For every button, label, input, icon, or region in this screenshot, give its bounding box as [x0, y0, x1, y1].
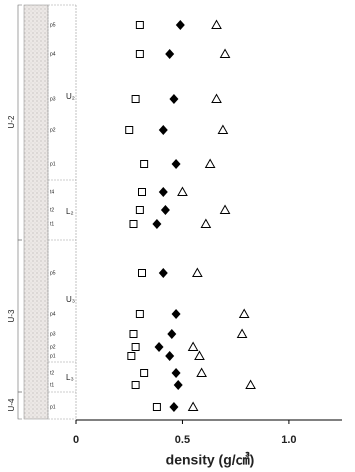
- diamond-point: [152, 219, 162, 229]
- triangle-point: [194, 350, 205, 360]
- triangle-point: [238, 308, 250, 318]
- row-label: p1: [50, 353, 56, 359]
- triangle-point: [245, 379, 256, 389]
- square-point: [135, 50, 144, 58]
- diamond-point: [167, 329, 177, 339]
- diamond-point: [171, 368, 181, 378]
- square-point: [138, 188, 146, 196]
- triangle-point: [219, 204, 231, 214]
- row-label: p1: [50, 404, 56, 410]
- diamond-point: [173, 380, 183, 390]
- subunit-label: L₂: [66, 207, 74, 216]
- group-label: U-3: [7, 309, 16, 322]
- group-brackets: [17, 4, 22, 420]
- diamond-point: [158, 268, 168, 278]
- triangle-point: [200, 218, 212, 228]
- diamond-point: [171, 309, 181, 319]
- square-point: [138, 269, 146, 277]
- row-label: t4: [50, 189, 54, 195]
- diamond-point: [169, 94, 179, 104]
- row-label: p4: [50, 311, 56, 317]
- diamond-point: [154, 342, 164, 352]
- diamond-point: [169, 402, 179, 412]
- row-label: p2: [50, 344, 56, 350]
- diamond-point: [158, 125, 168, 135]
- x-tick-label: 0.5: [175, 434, 190, 446]
- square-point: [140, 369, 149, 377]
- diamond-point: [171, 159, 181, 169]
- diamond-point: [165, 351, 175, 361]
- square-point: [131, 343, 140, 351]
- diamond-point: [160, 205, 170, 215]
- square-point: [135, 21, 144, 29]
- row-label: p5: [50, 22, 56, 28]
- triangle-point: [204, 158, 216, 168]
- square-point: [129, 220, 138, 228]
- triangle-point: [211, 19, 222, 29]
- square-point: [152, 403, 161, 411]
- triangle-point: [192, 267, 203, 277]
- diamond-point: [165, 49, 175, 59]
- triangle-point: [187, 401, 199, 411]
- core-strip: [23, 4, 49, 420]
- row-label: p1: [50, 161, 56, 167]
- triangle-point: [196, 367, 207, 377]
- subunit-label: U₃: [66, 295, 75, 304]
- diamond-point: [158, 187, 168, 197]
- square-point: [127, 352, 136, 360]
- row-label: p3: [50, 331, 56, 337]
- group-label: U-4: [7, 398, 16, 411]
- row-label: t2: [50, 207, 54, 213]
- row-label: p5: [50, 270, 56, 276]
- triangle-point: [236, 328, 248, 338]
- row-label: t1: [50, 382, 54, 388]
- square-point: [135, 310, 144, 318]
- row-label: t2: [50, 370, 54, 376]
- x-tick-label: 1.0: [281, 434, 296, 446]
- square-point: [131, 95, 140, 103]
- row-label: p4: [50, 51, 56, 57]
- square-point: [131, 381, 140, 389]
- subunit-label: L₃: [66, 373, 74, 382]
- x-axis-label: density (g/㎤): [166, 452, 255, 468]
- square-point: [125, 126, 134, 134]
- row-label: p3: [50, 96, 56, 102]
- triangle-point: [217, 124, 229, 134]
- group-label: U-2: [7, 115, 16, 128]
- row-label: p2: [50, 127, 56, 133]
- row-label: t1: [50, 221, 54, 227]
- square-point: [135, 206, 144, 214]
- triangle-point: [219, 48, 231, 58]
- triangle-point: [187, 341, 199, 351]
- square-point: [129, 330, 138, 338]
- square-point: [140, 160, 149, 168]
- diamond-point: [175, 20, 185, 30]
- triangle-point: [211, 93, 222, 103]
- x-tick-label: 0: [73, 434, 79, 446]
- triangle-point: [177, 186, 188, 196]
- unit-separators: [47, 4, 77, 420]
- subunit-label: U₂: [66, 92, 75, 101]
